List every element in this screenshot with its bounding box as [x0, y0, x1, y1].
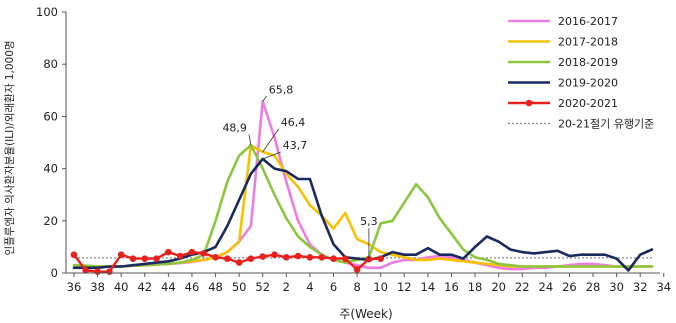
x-tick-label: 26 — [562, 280, 577, 294]
x-tick-label: 16 — [444, 280, 459, 294]
x-tick-label: 10 — [373, 280, 388, 294]
annotation-label: 48,9 — [222, 121, 247, 134]
annotation-leader — [262, 96, 268, 102]
legend-label: 2018-2019 — [558, 56, 618, 69]
x-tick-label: 8 — [353, 280, 360, 294]
series-point-2020-2021 — [165, 248, 172, 256]
series-point-2020-2021 — [106, 268, 113, 275]
y-tick-label: 20 — [43, 214, 58, 228]
x-tick-label: 20 — [491, 280, 506, 294]
series-point-2020-2021 — [377, 255, 384, 262]
x-tick-label: 40 — [114, 280, 129, 294]
x-axis-label: 주(Week) — [339, 307, 392, 321]
series-point-2020-2021 — [117, 251, 125, 259]
annotation-label: 5,3 — [360, 215, 378, 228]
x-tick-label: 6 — [330, 280, 337, 294]
x-tick-label: 48 — [208, 280, 223, 294]
x-tick-label: 2 — [283, 280, 290, 294]
series-line-2018-2019 — [72, 143, 654, 268]
series-point-2020-2021 — [283, 254, 290, 261]
y-tick-label: 60 — [43, 109, 58, 123]
annotation-leader — [248, 134, 252, 146]
series-point-2020-2021 — [82, 267, 90, 274]
x-tick-label: 28 — [586, 280, 601, 294]
series-point-2020-2021 — [342, 255, 349, 262]
annotation-label: 43,7 — [283, 139, 308, 152]
series-point-2020-2021 — [141, 255, 149, 262]
x-tick-label: 42 — [137, 280, 152, 294]
series-point-2020-2021 — [318, 254, 326, 261]
series-point-2020-2021 — [129, 255, 137, 262]
legend-marker — [525, 99, 533, 107]
x-tick-label: 34 — [656, 280, 671, 294]
series-point-2020-2021 — [294, 252, 302, 260]
x-tick-label: 38 — [90, 280, 105, 294]
series-point-2020-2021 — [70, 251, 78, 259]
annotation-label: 46,4 — [281, 116, 306, 129]
x-tick-label: 24 — [539, 280, 554, 294]
x-tick-label: 50 — [232, 280, 247, 294]
legend-label: 2019-2020 — [558, 77, 618, 90]
legend-label: 2017-2018 — [558, 36, 618, 49]
x-tick-label: 4 — [306, 280, 313, 294]
series-point-2020-2021 — [212, 254, 219, 261]
series-point-2020-2021 — [353, 266, 361, 273]
x-tick-label: 30 — [609, 280, 624, 294]
x-tick-label: 46 — [185, 280, 200, 294]
x-tick-label: 32 — [633, 280, 648, 294]
series-point-2020-2021 — [200, 250, 208, 257]
legend-label: 20-21절기 유행기준 — [558, 118, 654, 131]
legend-label: 2016-2017 — [558, 15, 618, 28]
series-point-2020-2021 — [271, 251, 278, 259]
x-tick-label: 14 — [421, 280, 436, 294]
series-point-2020-2021 — [235, 259, 243, 266]
y-tick-label: 0 — [51, 266, 58, 280]
legend-label: 2020-2021 — [558, 97, 618, 110]
x-tick-label: 12 — [397, 280, 412, 294]
y-axis-label: 인플루엔자 의사환자분율(ILI)/외래환자 1,000명 — [4, 40, 16, 255]
annotation-leader — [262, 151, 281, 160]
y-tick-label: 100 — [36, 5, 58, 19]
annotation-label: 65,8 — [269, 83, 294, 96]
series-point-2020-2021 — [224, 255, 231, 262]
y-tick-label: 80 — [43, 57, 58, 71]
series-point-2020-2021 — [188, 248, 196, 256]
series-point-2020-2021 — [176, 252, 184, 260]
series-point-2020-2021 — [153, 255, 160, 262]
series-point-2020-2021 — [259, 253, 267, 260]
annotation-leader — [262, 128, 280, 153]
series-point-2020-2021 — [247, 255, 255, 262]
series-line-2017-2018 — [72, 144, 654, 268]
series-line-2019-2020 — [72, 157, 654, 272]
series-point-2020-2021 — [306, 254, 314, 261]
x-tick-label: 36 — [67, 280, 82, 294]
x-tick-label: 44 — [161, 280, 176, 294]
x-tick-label: 22 — [515, 280, 530, 294]
x-tick-label: 52 — [255, 280, 270, 294]
series-point-2020-2021 — [330, 255, 337, 262]
x-tick-label: 18 — [468, 280, 483, 294]
y-tick-label: 40 — [43, 162, 58, 176]
